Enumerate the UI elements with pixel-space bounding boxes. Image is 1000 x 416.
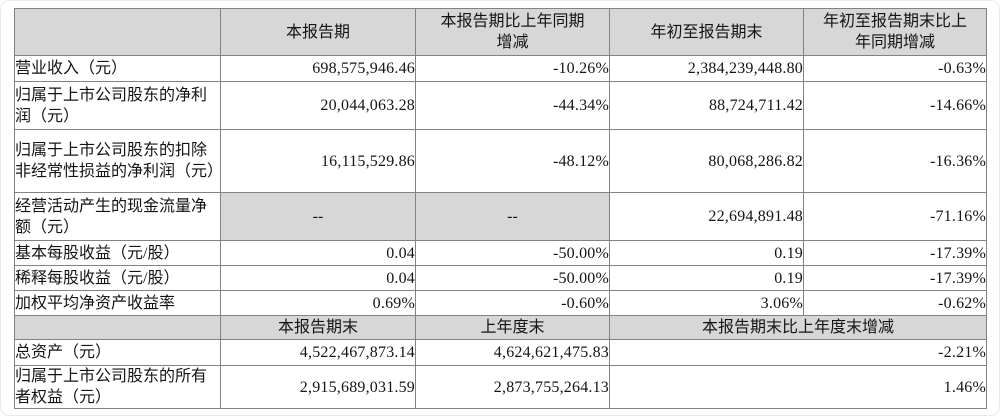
cell-value: 22,694,891.48	[609, 192, 804, 241]
header-current-period-yoy-change: 本报告期比上年同期 增减	[415, 8, 610, 56]
cell-value: 4,624,621,475.83	[415, 339, 610, 366]
cell-value: 0.19	[609, 240, 804, 266]
cell-value: -71.16%	[803, 192, 987, 241]
cell-value-na: --	[415, 192, 610, 241]
corner-cell	[14, 8, 221, 56]
cell-value: 80,068,286.82	[609, 129, 804, 193]
cell-value: -17.39%	[803, 265, 987, 291]
row-label: 加权平均净资产收益率	[14, 290, 221, 316]
cell-value: 2,915,689,031.59	[220, 365, 416, 409]
row-label: 归属于上市公司股东的所有者权益（元）	[14, 365, 221, 409]
header-end-of-prior-year: 上年度末	[415, 315, 610, 340]
cell-value: -0.62%	[803, 290, 987, 316]
cell-value: 88,724,711.42	[609, 81, 804, 130]
cell-value: -50.00%	[415, 265, 610, 291]
row-total-assets: 总资产（元） 4,522,467,873.14 4,624,621,475.83…	[14, 339, 987, 366]
row-operating-cash-flow: 经营活动产生的现金流量净额（元） -- -- 22,694,891.48 -71…	[14, 192, 987, 241]
cell-value: -48.12%	[415, 129, 610, 193]
cell-value: 2,873,755,264.13	[415, 365, 610, 409]
cell-value: -50.00%	[415, 240, 610, 266]
row-shareholders-equity: 归属于上市公司股东的所有者权益（元） 2,915,689,031.59 2,87…	[14, 365, 987, 409]
row-label: 经营活动产生的现金流量净额（元）	[14, 192, 221, 241]
section2-header-row: 本报告期末 上年度末 本报告期末比上年度末增减	[14, 315, 987, 340]
financial-summary-table: 本报告期 本报告期比上年同期 增减 年初至报告期末 年初至报告期末比上 年同期增…	[14, 8, 987, 409]
cell-value: 0.19	[609, 265, 804, 291]
row-net-profit-excl-nonrecurring: 归属于上市公司股东的扣除非经常性损益的净利润（元） 16,115,529.86 …	[14, 129, 987, 193]
cell-value: -44.34%	[415, 81, 610, 130]
cell-value-na: --	[220, 192, 416, 241]
row-operating-revenue: 营业收入（元） 698,575,946.46 -10.26% 2,384,239…	[14, 55, 987, 82]
cell-value: -14.66%	[803, 81, 987, 130]
cell-value: 3.06%	[609, 290, 804, 316]
row-net-profit: 归属于上市公司股东的净利润（元） 20,044,063.28 -44.34% 8…	[14, 81, 987, 130]
corner-cell	[14, 315, 221, 340]
row-label: 稀释每股收益（元/股）	[14, 265, 221, 291]
cell-value: 1.46%	[609, 365, 987, 409]
cell-value: 16,115,529.86	[220, 129, 416, 193]
cell-value: -17.39%	[803, 240, 987, 266]
cell-value: -10.26%	[415, 55, 610, 82]
header-current-period: 本报告期	[220, 8, 416, 56]
row-label: 总资产（元）	[14, 339, 221, 366]
row-label: 归属于上市公司股东的净利润（元）	[14, 81, 221, 130]
header-ytd: 年初至报告期末	[609, 8, 804, 56]
cell-value: -0.63%	[803, 55, 987, 82]
row-label: 基本每股收益（元/股）	[14, 240, 221, 266]
row-label: 营业收入（元）	[14, 55, 221, 82]
cell-value: 0.04	[220, 240, 416, 266]
header-change-vs-prior-year-end: 本报告期末比上年度末增减	[609, 315, 987, 340]
cell-value: 4,522,467,873.14	[220, 339, 416, 366]
header-end-of-period: 本报告期末	[220, 315, 416, 340]
cell-value: -2.21%	[609, 339, 987, 366]
header-ytd-yoy-change: 年初至报告期末比上 年同期增减	[803, 8, 987, 56]
row-diluted-eps: 稀释每股收益（元/股） 0.04 -50.00% 0.19 -17.39%	[14, 265, 987, 291]
cell-value: -0.60%	[415, 290, 610, 316]
cell-value: 0.04	[220, 265, 416, 291]
cell-value: 2,384,239,448.80	[609, 55, 804, 82]
section1-header-row: 本报告期 本报告期比上年同期 增减 年初至报告期末 年初至报告期末比上 年同期增…	[14, 8, 987, 56]
row-weighted-avg-roe: 加权平均净资产收益率 0.69% -0.60% 3.06% -0.62%	[14, 290, 987, 316]
row-basic-eps: 基本每股收益（元/股） 0.04 -50.00% 0.19 -17.39%	[14, 240, 987, 266]
cell-value: 20,044,063.28	[220, 81, 416, 130]
cell-value: 0.69%	[220, 290, 416, 316]
row-label: 归属于上市公司股东的扣除非经常性损益的净利润（元）	[14, 129, 221, 193]
cell-value: -16.36%	[803, 129, 987, 193]
cell-value: 698,575,946.46	[220, 55, 416, 82]
